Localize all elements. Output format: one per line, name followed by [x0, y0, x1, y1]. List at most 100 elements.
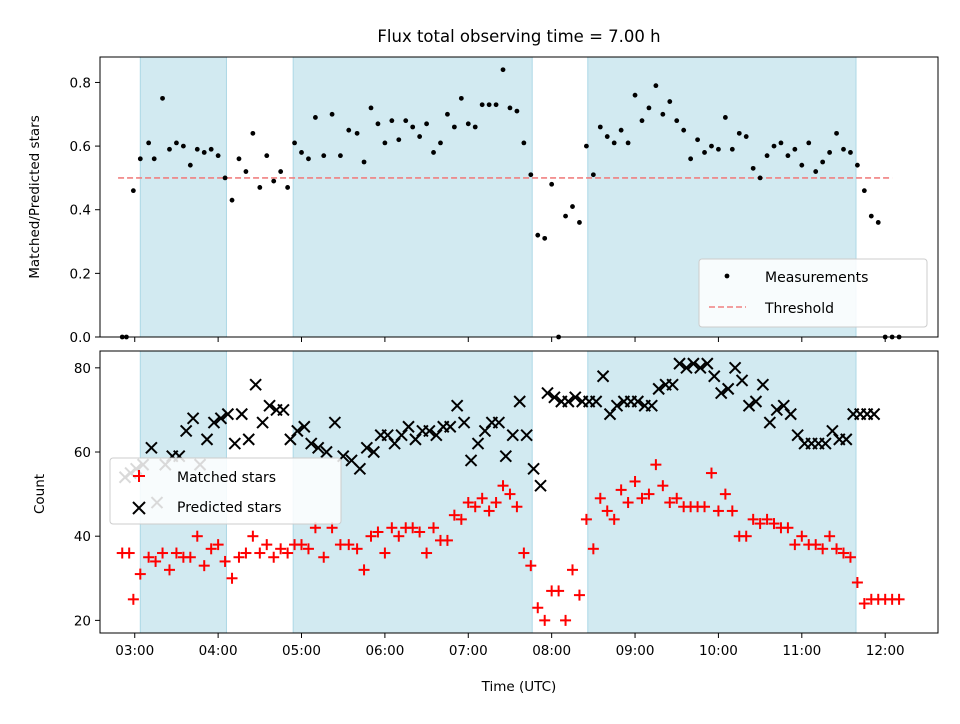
matched-star-point — [157, 547, 169, 559]
predicted-star-point — [492, 416, 506, 429]
predicted-star-point — [179, 424, 193, 438]
measurement-point — [875, 220, 881, 225]
measurement-point — [278, 169, 284, 174]
matched-star-point — [525, 560, 537, 572]
measurement-point — [549, 181, 555, 187]
predicted-star-point — [569, 391, 582, 404]
matched-star-point — [318, 551, 330, 563]
measurement-point — [486, 102, 492, 108]
measurement-point — [507, 105, 513, 111]
top-panel-marks — [118, 67, 902, 340]
predicted-star-point — [673, 357, 686, 370]
matched-star-point — [782, 522, 794, 534]
observing-interval-shade — [140, 57, 227, 337]
matched-star-point — [469, 501, 481, 513]
matched-star-point — [699, 501, 711, 513]
matched-star-point — [483, 505, 495, 517]
legend-predicted-marker — [132, 501, 146, 515]
predicted-star-point — [457, 416, 471, 429]
measurement-point — [563, 213, 568, 219]
matched-star-point — [622, 497, 634, 509]
predicted-star-point — [186, 412, 200, 425]
predicted-star-point — [506, 428, 519, 442]
predicted-star-point — [367, 445, 380, 459]
matched-star-point — [789, 539, 801, 551]
measurement-point — [346, 127, 352, 133]
measurement-point — [174, 140, 179, 146]
predicted-star-point — [328, 416, 342, 429]
measurement-point — [813, 169, 819, 174]
top-legend: Measurements Threshold — [698, 258, 928, 328]
bottom-legend: Matched stars Predicted stars — [109, 457, 342, 525]
matched-star-point — [810, 539, 822, 551]
measurement-point — [472, 124, 478, 130]
predicted-star-point — [450, 399, 464, 412]
measurement-point — [250, 130, 256, 136]
matched-star-point — [407, 522, 419, 534]
predicted-star-point — [200, 433, 214, 446]
measurement-point — [264, 153, 270, 159]
matched-star-point — [615, 484, 627, 496]
top-panel-frame — [99, 56, 939, 338]
measurement-point — [597, 124, 603, 130]
measurement-point — [194, 146, 200, 152]
measurement-point — [799, 162, 805, 168]
measurement-point — [493, 102, 499, 108]
measurement-point — [639, 118, 645, 124]
predicted-star-point — [687, 357, 700, 370]
legend-measurements-label: Measurements — [765, 270, 868, 286]
predicted-star-point — [471, 437, 485, 450]
bottom-y-tick-label: 80 — [74, 361, 91, 377]
matched-star-point — [296, 539, 308, 551]
matched-star-point — [831, 543, 843, 555]
predicted-star-point — [353, 462, 367, 476]
bottom-y-tick-label: 40 — [74, 529, 91, 545]
matched-star-point — [462, 497, 474, 509]
top-y-tick-label: 0.2 — [70, 266, 91, 282]
measurement-point — [130, 188, 136, 194]
bottom-panel-frame — [99, 350, 939, 634]
measurement-point — [771, 143, 777, 149]
measurement-point — [292, 140, 297, 146]
matched-star-point — [448, 509, 460, 521]
measurement-point — [451, 124, 457, 130]
measurement-point — [806, 140, 812, 146]
predicted-star-point — [249, 378, 262, 391]
matched-star-point — [761, 513, 773, 525]
measurement-point — [736, 130, 742, 136]
matched-star-point — [539, 614, 551, 626]
measurement-point — [653, 83, 659, 89]
predicted-star-point — [777, 399, 790, 412]
matched-star-point — [134, 568, 146, 580]
matched-star-point — [511, 501, 523, 513]
predicted-star-point — [763, 416, 777, 429]
matched-star-point — [282, 547, 294, 559]
predicted-star-point — [791, 428, 804, 442]
matched-star-point — [441, 534, 453, 546]
measurement-point — [792, 146, 798, 152]
predicted-star-point — [207, 416, 221, 429]
matched-star-point — [837, 547, 849, 559]
predicted-star-point — [541, 386, 554, 400]
measurement-point — [338, 153, 343, 159]
predicted-star-point — [464, 454, 478, 467]
measurement-point — [389, 118, 395, 124]
predicted-star-point — [562, 395, 575, 408]
measurement-point — [778, 140, 784, 146]
predicted-star-point — [666, 378, 679, 391]
predicted-star-point — [311, 441, 325, 455]
x-tick-label: 05:00 — [282, 643, 321, 659]
predicted-star-point — [444, 420, 457, 433]
x-tick-label: 12:00 — [866, 643, 905, 659]
measurement-point — [424, 121, 429, 127]
measurement-point — [757, 175, 763, 181]
predicted-star-point — [603, 407, 617, 421]
measurement-point — [329, 111, 335, 117]
matched-star-point — [657, 480, 669, 492]
measurement-point — [764, 153, 770, 159]
measurement-point — [382, 140, 388, 146]
measurement-point — [285, 185, 291, 190]
matched-star-point — [573, 589, 585, 601]
matched-star-point — [455, 513, 467, 525]
measurement-point — [257, 185, 263, 190]
